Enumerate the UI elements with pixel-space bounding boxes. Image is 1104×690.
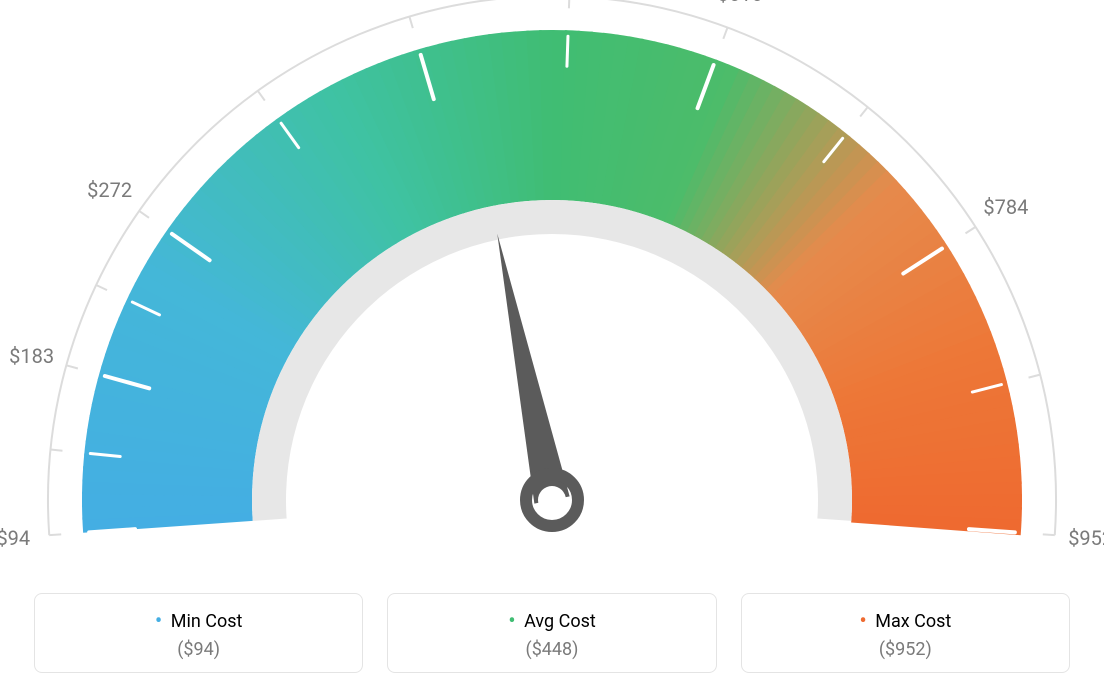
dot-min-icon: • <box>155 609 162 634</box>
legend-value-min: ($94) <box>45 639 352 660</box>
gauge-chart: $94$183$272$448$616$784$952 <box>0 0 1104 585</box>
gauge-tick-label: $272 <box>87 178 132 202</box>
legend-row: • Min Cost ($94) • Avg Cost ($448) • Max… <box>0 593 1104 673</box>
dot-max-icon: • <box>859 609 866 634</box>
legend-card-min: • Min Cost ($94) <box>34 593 363 673</box>
legend-value-max: ($952) <box>752 639 1059 660</box>
legend-card-max: • Max Cost ($952) <box>741 593 1070 673</box>
gauge-tick-label: $616 <box>718 0 763 6</box>
gauge-tick-label: $94 <box>0 526 30 550</box>
legend-title-avg-text: Avg Cost <box>524 611 596 632</box>
legend-card-avg: • Avg Cost ($448) <box>387 593 716 673</box>
legend-title-min-text: Min Cost <box>171 611 243 632</box>
legend-value-avg: ($448) <box>398 639 705 660</box>
gauge-tick-label: $952 <box>1068 526 1104 550</box>
gauge-svg <box>0 0 1104 585</box>
legend-title-max-text: Max Cost <box>875 611 951 632</box>
legend-title-min: • Min Cost <box>45 608 352 633</box>
dot-avg-icon: • <box>508 609 515 634</box>
gauge-tick-label: $784 <box>983 195 1028 219</box>
gauge-tick-label: $183 <box>9 344 54 368</box>
legend-title-avg: • Avg Cost <box>398 608 705 633</box>
legend-title-max: • Max Cost <box>752 608 1059 633</box>
